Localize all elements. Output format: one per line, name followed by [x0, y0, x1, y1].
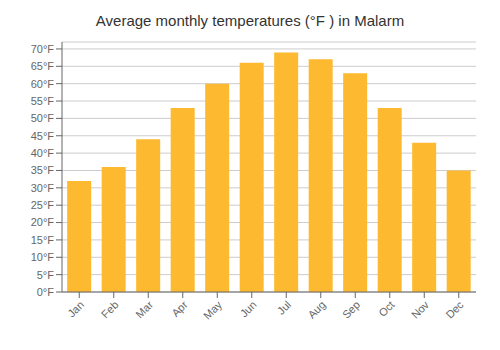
- svg-text:May: May: [201, 298, 225, 322]
- svg-text:5°F: 5°F: [37, 269, 55, 281]
- svg-text:25°F: 25°F: [31, 199, 55, 211]
- svg-text:Mar: Mar: [133, 298, 155, 320]
- svg-text:0°F: 0°F: [37, 286, 55, 298]
- svg-text:35°F: 35°F: [31, 164, 55, 176]
- svg-text:Aug: Aug: [305, 298, 327, 320]
- svg-text:50°F: 50°F: [31, 112, 55, 124]
- svg-text:Jul: Jul: [275, 298, 293, 316]
- html-text:Average monthly temperatures (: Average monthly temperatures (°F ) in Ma…: [95, 12, 405, 29]
- svg-text:15°F: 15°F: [31, 234, 55, 246]
- svg-text:Jun: Jun: [238, 298, 259, 319]
- svg-text:Oct: Oct: [376, 298, 397, 319]
- svg-text:45°F: 45°F: [31, 130, 55, 142]
- svg-text:Nov: Nov: [409, 298, 432, 321]
- svg-text:Apr: Apr: [169, 298, 190, 319]
- svg-text:60°F: 60°F: [31, 78, 55, 90]
- svg-text:30°F: 30°F: [31, 182, 55, 194]
- svg-text:Dec: Dec: [443, 298, 466, 321]
- svg-text:Feb: Feb: [99, 298, 121, 320]
- svg-text:65°F: 65°F: [31, 60, 55, 72]
- svg-text:Sep: Sep: [340, 298, 362, 320]
- svg-text:10°F: 10°F: [31, 251, 55, 263]
- svg-text:Jan: Jan: [65, 298, 86, 319]
- svg-text:40°F: 40°F: [31, 147, 55, 159]
- svg-text:55°F: 55°F: [31, 95, 55, 107]
- svg-text:70°F: 70°F: [31, 43, 55, 55]
- svg-text:20°F: 20°F: [31, 216, 55, 228]
